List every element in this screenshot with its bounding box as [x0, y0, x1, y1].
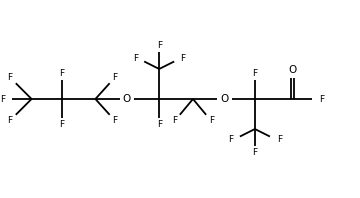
- Text: O: O: [122, 94, 131, 104]
- Text: F: F: [7, 116, 12, 125]
- Text: F: F: [319, 94, 325, 104]
- Text: F: F: [277, 135, 282, 144]
- Text: F: F: [157, 120, 162, 129]
- Text: F: F: [252, 69, 257, 78]
- Text: F: F: [181, 54, 186, 63]
- Text: F: F: [228, 135, 233, 144]
- Text: F: F: [112, 73, 117, 82]
- Text: F: F: [0, 94, 5, 104]
- Text: F: F: [172, 116, 177, 125]
- Text: O: O: [288, 65, 297, 75]
- Text: O: O: [220, 94, 228, 104]
- Text: F: F: [7, 73, 12, 82]
- Text: F: F: [157, 41, 162, 50]
- Text: F: F: [209, 116, 214, 125]
- Text: F: F: [59, 120, 64, 129]
- Text: F: F: [112, 116, 117, 125]
- Text: F: F: [252, 148, 257, 157]
- Text: F: F: [133, 54, 138, 63]
- Text: F: F: [59, 69, 64, 78]
